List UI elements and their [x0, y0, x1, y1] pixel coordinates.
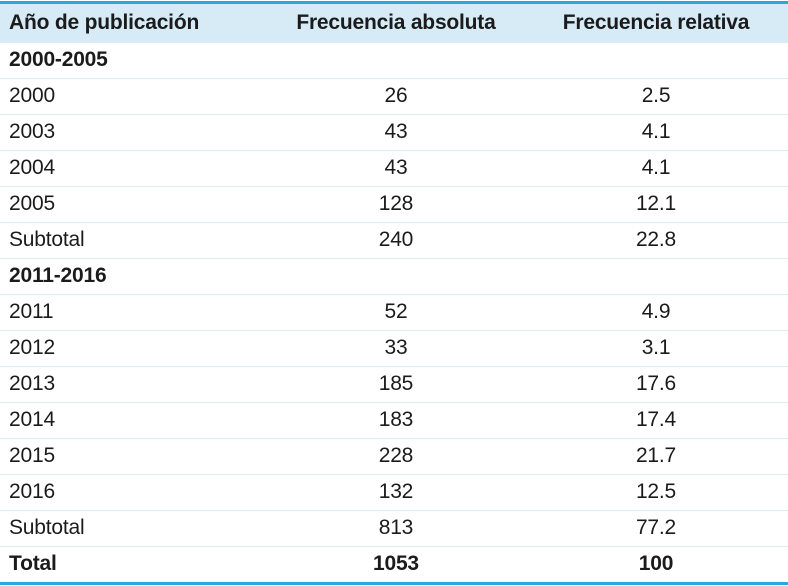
relative-frequency-cell: 12.5 [524, 474, 788, 511]
year-cell: 2012 [0, 330, 268, 367]
group-label-cell: 2000-2005 [0, 42, 788, 79]
absolute-frequency-cell: 813 [267, 510, 524, 547]
subtotal-label-cell: Subtotal [0, 222, 268, 259]
table-row: 2000 26 2.5 [0, 78, 788, 115]
total-row: Total 1053 100 [0, 546, 788, 582]
absolute-frequency-cell: 52 [267, 294, 524, 331]
relative-frequency-cell: 4.1 [524, 114, 788, 151]
table-row: 2015 228 21.7 [0, 438, 788, 475]
relative-frequency-cell: 2.5 [524, 78, 788, 115]
relative-frequency-cell: 100 [638, 552, 674, 576]
table-row: 2014 183 17.4 [0, 402, 788, 439]
table-row: 2003 43 4.1 [0, 114, 788, 151]
column-header-relative-frequency: Frecuencia relativa [524, 4, 788, 43]
absolute-frequency-cell: 128 [267, 186, 524, 223]
year-cell: 2015 [0, 438, 268, 475]
absolute-frequency-cell: 1053 [372, 552, 419, 576]
total-label-cell: Total [9, 552, 57, 576]
relative-frequency-cell: 3.1 [524, 330, 788, 367]
subtotal-row: Subtotal 813 77.2 [0, 510, 788, 547]
group-label-cell: 2011-2016 [0, 258, 788, 295]
absolute-frequency-cell: 33 [267, 330, 524, 367]
absolute-frequency-cell: 228 [267, 438, 524, 475]
table-row: 2004 43 4.1 [0, 150, 788, 187]
table-row: 2012 33 3.1 [0, 330, 788, 367]
absolute-frequency-cell: 183 [267, 402, 524, 439]
absolute-frequency-cell: 240 [267, 222, 524, 259]
table-row: 2016 132 12.5 [0, 474, 788, 511]
group-row-2011-2016: 2011-2016 [0, 258, 788, 295]
year-cell: 2004 [0, 150, 268, 187]
relative-frequency-cell: 4.1 [524, 150, 788, 187]
subtotal-row: Subtotal 240 22.8 [0, 222, 788, 259]
absolute-frequency-cell: 185 [267, 366, 524, 403]
subtotal-label-cell: Subtotal [0, 510, 268, 547]
absolute-frequency-cell: 26 [267, 78, 524, 115]
group-row-2000-2005: 2000-2005 [0, 42, 788, 79]
table-row: 2011 52 4.9 [0, 294, 788, 331]
relative-frequency-cell: 22.8 [524, 222, 788, 259]
table-row: 2013 185 17.6 [0, 366, 788, 403]
relative-frequency-cell: 17.4 [524, 402, 788, 439]
year-cell: 2011 [0, 294, 268, 331]
relative-frequency-cell: 21.7 [524, 438, 788, 475]
year-cell: 2005 [0, 186, 268, 223]
year-cell: 2016 [0, 474, 268, 511]
relative-frequency-cell: 12.1 [524, 186, 788, 223]
header-row: Año de publicación Frecuencia absoluta F… [0, 4, 788, 43]
relative-frequency-cell: 77.2 [524, 510, 788, 547]
relative-frequency-cell: 4.9 [524, 294, 788, 331]
absolute-frequency-cell: 132 [267, 474, 524, 511]
year-cell: 2013 [0, 366, 268, 403]
column-header-absolute-frequency: Frecuencia absoluta [267, 4, 524, 43]
year-cell: 2014 [0, 402, 268, 439]
column-header-year: Año de publicación [0, 4, 268, 43]
absolute-frequency-cell: 43 [267, 150, 524, 187]
frequency-table-grid: Año de publicación Frecuencia absoluta F… [0, 4, 788, 582]
year-cell: 2000 [0, 78, 268, 115]
absolute-frequency-cell: 43 [267, 114, 524, 151]
year-cell: 2003 [0, 114, 268, 151]
relative-frequency-cell: 17.6 [524, 366, 788, 403]
table-row: 2005 128 12.1 [0, 186, 788, 223]
